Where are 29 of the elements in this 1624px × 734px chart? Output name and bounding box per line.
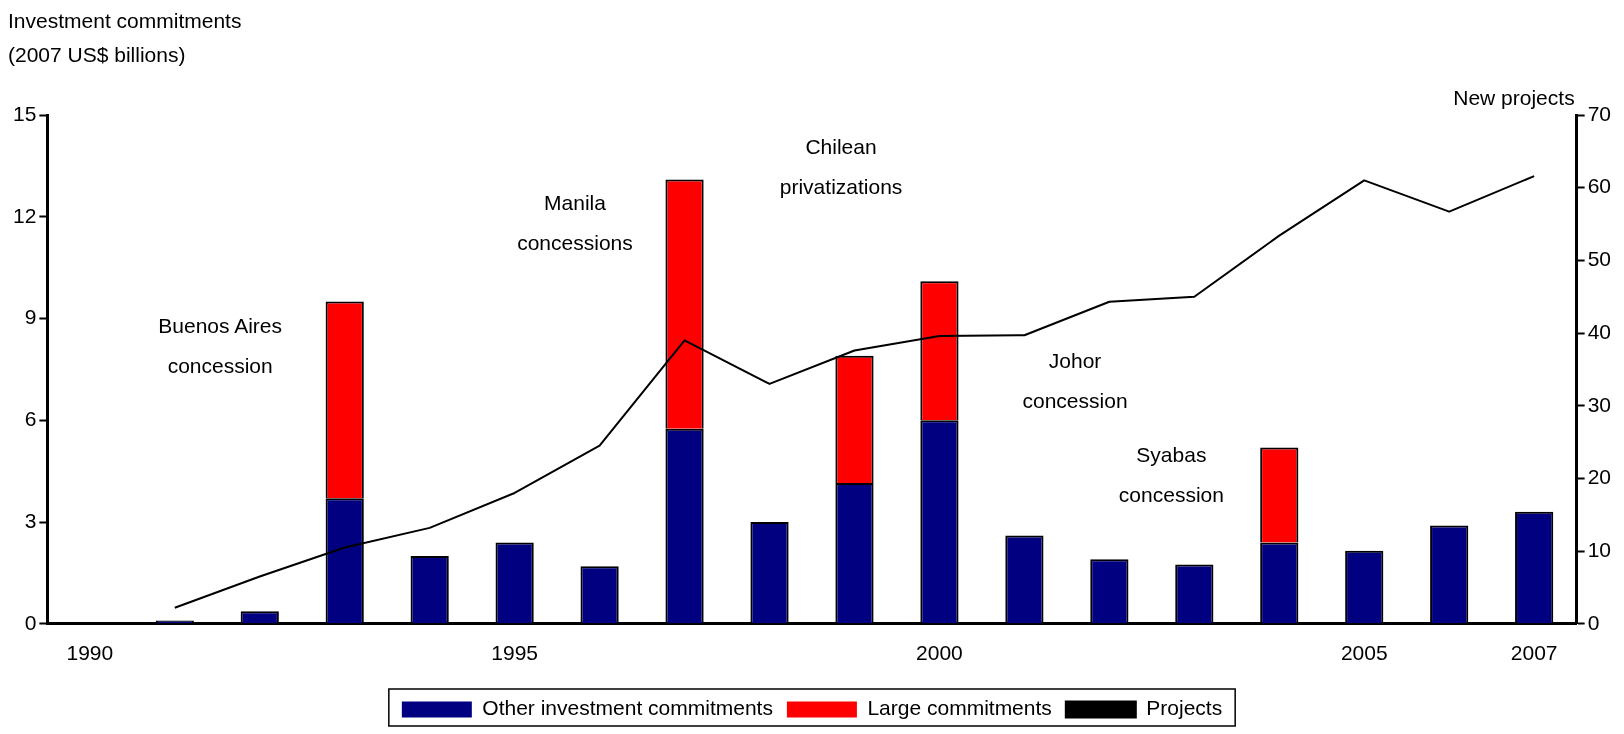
- y-tick-label: 6: [24, 407, 37, 431]
- legend-label: Projects: [1146, 696, 1223, 720]
- annotation: Buenos Aires concession: [158, 313, 283, 377]
- x-tick-label: 2007: [1510, 641, 1558, 665]
- y-tick-label: 15: [13, 101, 37, 125]
- annotation: Manila concessions: [517, 191, 633, 255]
- annotation: Johor concession: [1022, 348, 1128, 412]
- y2-tick-label: 60: [1587, 174, 1611, 198]
- y-tick-label: 12: [13, 203, 37, 227]
- y2-tick-label: 20: [1587, 465, 1611, 489]
- y-axis-title: Investment commitments (2007 US$ billions): [8, 8, 242, 66]
- y2-tick-label: 50: [1587, 247, 1611, 271]
- x-tick-label: 2005: [1340, 641, 1388, 665]
- legend-label: Large commitments: [867, 696, 1052, 720]
- annotation: Syabas concession: [1118, 443, 1224, 507]
- x-tick-label: 1995: [491, 641, 538, 665]
- y2-tick-label: 10: [1587, 537, 1611, 561]
- annotation: Chilean privatizations: [779, 135, 903, 199]
- y2-axis-title: New projects: [1453, 85, 1575, 109]
- y-tick-label: 9: [24, 305, 37, 329]
- y2-tick-label: 70: [1587, 101, 1611, 125]
- legend-label: Other investment commitments: [482, 696, 773, 720]
- y-tick-label: 0: [24, 610, 37, 634]
- y2-tick-label: 40: [1587, 319, 1611, 343]
- y2-tick-label: 0: [1587, 610, 1600, 634]
- y-tick-label: 3: [24, 508, 37, 532]
- x-tick-label: 2000: [916, 641, 963, 665]
- x-tick-label: 1990: [66, 641, 114, 665]
- y2-tick-label: 30: [1587, 392, 1611, 416]
